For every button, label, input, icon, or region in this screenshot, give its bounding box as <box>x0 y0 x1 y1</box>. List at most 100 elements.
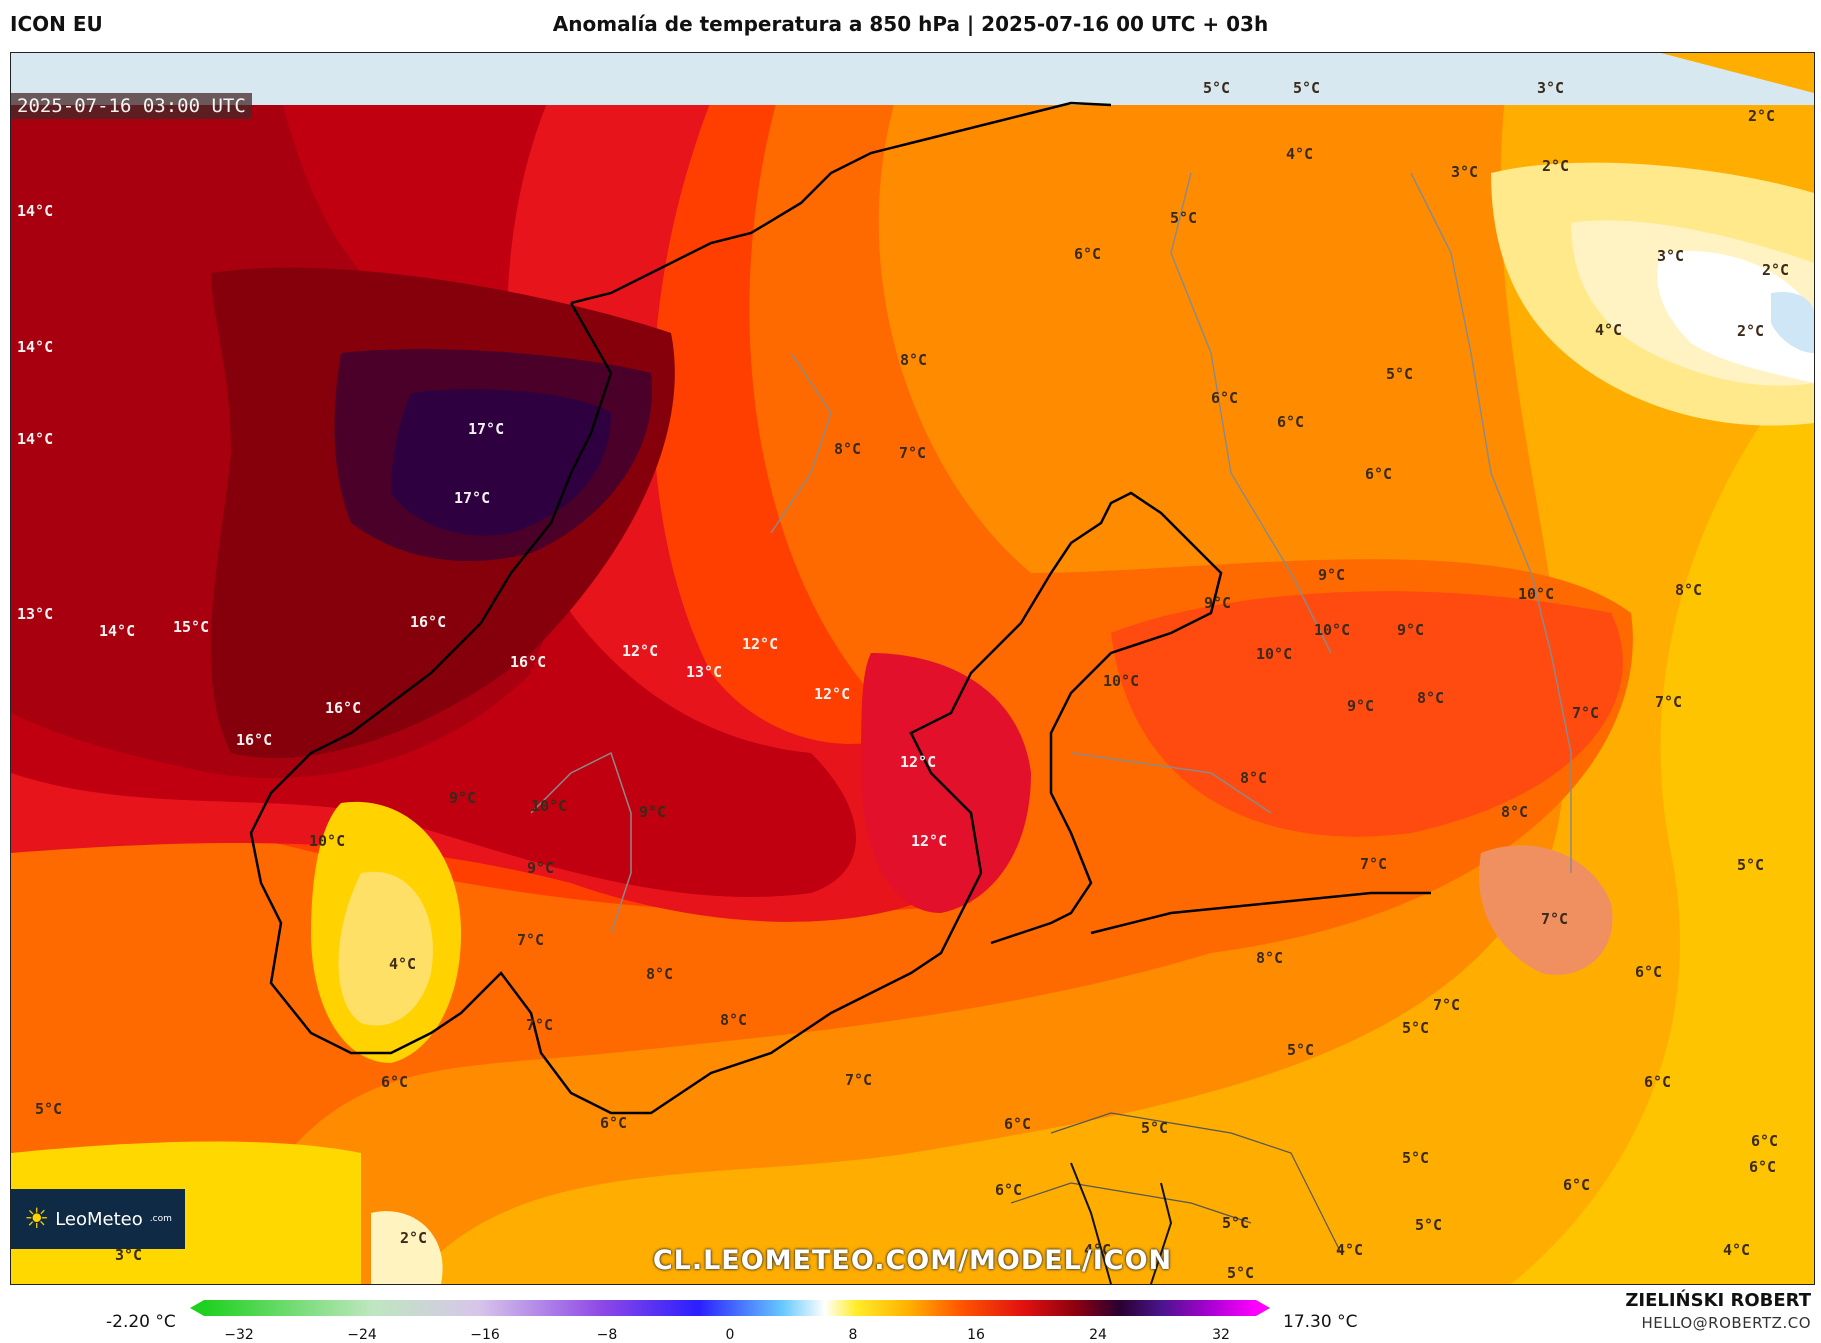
temp-label: 13°C <box>17 605 53 623</box>
isotherm-labels: 14°C 14°C 14°C 13°C 14°C 15°C 17°C 17°C … <box>17 79 1789 1282</box>
colorbar-max-arrow <box>1256 1300 1270 1316</box>
colorbar-tick: 0 <box>725 1327 735 1343</box>
temp-label: 5°C <box>1293 79 1320 97</box>
temp-label: 16°C <box>510 653 546 671</box>
temp-label: 6°C <box>600 1114 627 1132</box>
temp-label: 6°C <box>1635 963 1662 981</box>
temp-label: 8°C <box>1240 769 1267 787</box>
sun-icon: ☀ <box>24 1202 50 1235</box>
temp-label: 14°C <box>17 202 53 220</box>
temp-label: 4°C <box>1286 145 1313 163</box>
temp-label: 16°C <box>325 699 361 717</box>
temp-label: 6°C <box>1211 389 1238 407</box>
colorbar-gradient <box>204 1300 1256 1316</box>
valid-time-stamp: 2025-07-16 03:00 UTC <box>11 93 252 119</box>
colorbar-min-arrow <box>190 1300 204 1316</box>
temp-label: 8°C <box>1256 949 1283 967</box>
temp-label: 5°C <box>1222 1214 1249 1232</box>
temp-label: 9°C <box>1397 621 1424 639</box>
temp-label: 12°C <box>814 685 850 703</box>
temp-label: 5°C <box>1402 1019 1429 1037</box>
temp-label: 5°C <box>1386 365 1413 383</box>
temp-label: 17°C <box>468 420 504 438</box>
temp-label: 2°C <box>1748 107 1775 125</box>
temp-label: 12°C <box>622 642 658 660</box>
temp-label: 2°C <box>1762 261 1789 279</box>
domain-max-value: 17.30 °C <box>1283 1312 1358 1332</box>
colorbar-tick: 24 <box>1089 1327 1107 1343</box>
colorbar-tick: 32 <box>1212 1327 1230 1343</box>
temp-label: 6°C <box>1563 1176 1590 1194</box>
temp-label: 6°C <box>1644 1073 1671 1091</box>
temp-label: 8°C <box>834 440 861 458</box>
author-name: ZIELIŃSKI ROBERT <box>1625 1290 1811 1311</box>
temp-label: 2°C <box>1542 157 1569 175</box>
temp-label: 5°C <box>1402 1149 1429 1167</box>
website-watermark: CL.LEOMETEO.COM/MODEL/ICON <box>652 1245 1173 1276</box>
logo-text: LeoMeteo <box>55 1208 143 1230</box>
temp-label: 4°C <box>1084 1241 1111 1259</box>
colorbar <box>190 1300 1270 1316</box>
temp-label: 7°C <box>1572 704 1599 722</box>
temp-label: 5°C <box>1415 1216 1442 1234</box>
temp-label: 9°C <box>449 789 476 807</box>
temp-label: 7°C <box>1433 996 1460 1014</box>
temp-label: 5°C <box>1170 209 1197 227</box>
temp-label: 9°C <box>1204 594 1231 612</box>
chart-title: Anomalía de temperatura a 850 hPa | 2025… <box>552 12 1269 36</box>
leometeo-logo[interactable]: ☀ LeoMeteo .com <box>11 1189 185 1249</box>
author-email: HELLO@ROBERTZ.CO <box>1641 1314 1811 1332</box>
temp-label: 5°C <box>35 1100 62 1118</box>
temp-label: 8°C <box>1417 689 1444 707</box>
temp-label: 7°C <box>517 931 544 949</box>
temp-label: 3°C <box>115 1246 142 1264</box>
map-canvas: 14°C 14°C 14°C 13°C 14°C 15°C 17°C 17°C … <box>11 53 1814 1284</box>
domain-min-value: -2.20 °C <box>106 1312 176 1332</box>
temp-label: 6°C <box>1749 1158 1776 1176</box>
temp-label: 2°C <box>400 1229 427 1247</box>
temp-label: 4°C <box>1595 321 1622 339</box>
temp-label: 5°C <box>1141 1119 1168 1137</box>
temp-label: 10°C <box>1256 645 1292 663</box>
temp-label: 10°C <box>1103 672 1139 690</box>
temp-label: 2°C <box>1737 322 1764 340</box>
temp-label: 5°C <box>1287 1041 1314 1059</box>
temp-label: 6°C <box>995 1181 1022 1199</box>
temp-label: 7°C <box>1655 693 1682 711</box>
temp-label: 8°C <box>646 965 673 983</box>
temp-label: 6°C <box>1074 245 1101 263</box>
colorbar-tick: 8 <box>848 1327 858 1343</box>
temp-label: 6°C <box>381 1073 408 1091</box>
temp-label: 9°C <box>1318 566 1345 584</box>
temp-label: 12°C <box>900 753 936 771</box>
colorbar-tick: −32 <box>224 1327 254 1343</box>
temp-label: 6°C <box>1277 413 1304 431</box>
temp-label: 5°C <box>1203 79 1230 97</box>
temp-label: 16°C <box>410 613 446 631</box>
temp-label: 6°C <box>1365 465 1392 483</box>
temp-label: 14°C <box>17 430 53 448</box>
temp-label: 7°C <box>1541 910 1568 928</box>
logo-suffix: .com <box>149 1214 172 1224</box>
temp-label: 8°C <box>720 1011 747 1029</box>
temp-label: 14°C <box>99 622 135 640</box>
temp-label: 5°C <box>1227 1264 1254 1282</box>
temp-label: 10°C <box>531 797 567 815</box>
temp-label: 9°C <box>1347 697 1374 715</box>
temp-label: 6°C <box>1751 1132 1778 1150</box>
temp-label: 12°C <box>742 635 778 653</box>
temp-label: 7°C <box>526 1016 553 1034</box>
temp-label: 17°C <box>454 489 490 507</box>
temp-label: 3°C <box>1537 79 1564 97</box>
temp-label: 5°C <box>1737 856 1764 874</box>
model-name: ICON EU <box>10 12 103 36</box>
temp-label: 3°C <box>1451 163 1478 181</box>
temp-label: 13°C <box>686 663 722 681</box>
temp-label: 3°C <box>1657 247 1684 265</box>
temp-label: 16°C <box>236 731 272 749</box>
colorbar-tick: −16 <box>470 1327 500 1343</box>
temp-label: 10°C <box>1518 585 1554 603</box>
temp-label: 12°C <box>911 832 947 850</box>
temp-label: 9°C <box>527 859 554 877</box>
temp-label: 6°C <box>1004 1115 1031 1133</box>
